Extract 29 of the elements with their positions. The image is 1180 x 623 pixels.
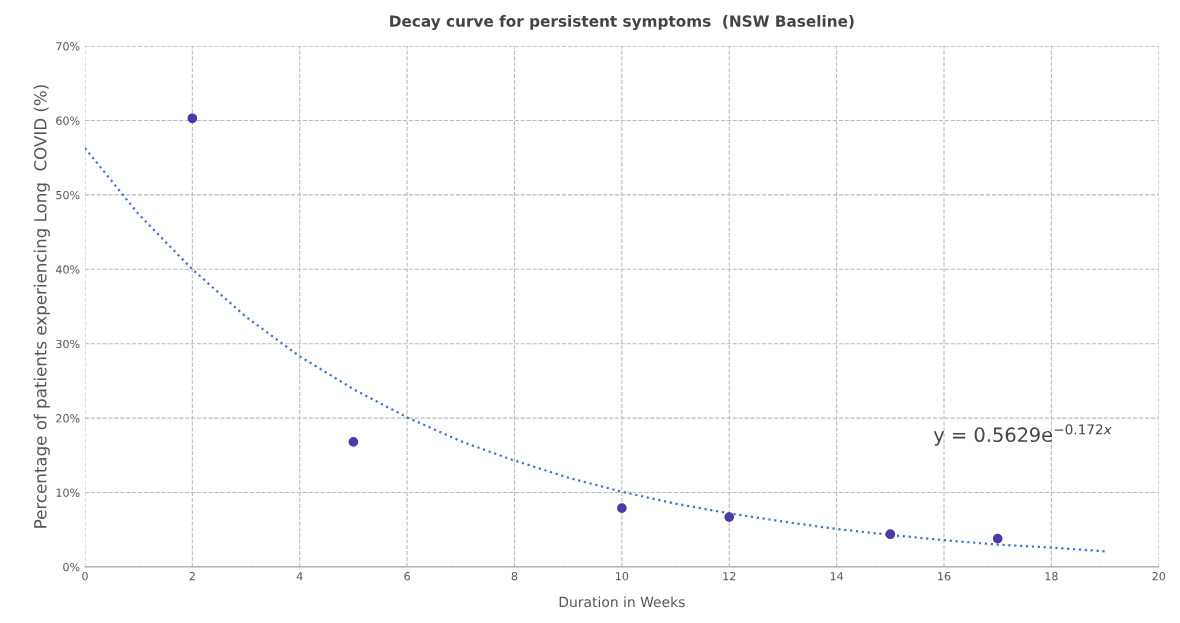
x-tick-label: 12 (723, 571, 736, 581)
y-tick-label: 50% (56, 190, 80, 200)
y-tick-label: 10% (56, 488, 80, 497)
y-tick-label: 0% (63, 562, 80, 572)
y-axis-title: Percentage of patients experiencing Long COVID (%) (33, 85, 50, 528)
x-axis-title: Duration in Weeks (559, 596, 685, 608)
x-tick-label: 2 (189, 571, 195, 581)
y-tick-label: 70% (56, 42, 80, 51)
x-tick-label: 10 (616, 571, 629, 581)
point (187, 113, 198, 124)
y-tick-label: 30% (56, 339, 80, 349)
y-tick-label: 60% (56, 116, 80, 125)
x-tick-label: 0 (82, 571, 88, 581)
chart-title: Decay curve for persistent symptoms (NSW Baseline) (390, 15, 854, 30)
point (616, 503, 627, 514)
x-tick-label: 18 (1045, 571, 1058, 581)
y-tick-label: 20% (56, 414, 80, 423)
x-tick-label: 14 (830, 572, 844, 581)
point (724, 512, 735, 522)
y-tick-label: 40% (55, 265, 80, 274)
point (992, 533, 1003, 544)
annotation: y = 0.5629e$^{−0.172x}$ (933, 424, 1112, 446)
x-tick-label: 8 (511, 571, 518, 581)
x-tick-label: 4 (296, 572, 303, 581)
x-tick-label: 6 (404, 571, 410, 581)
x-tick-label: 16 (938, 571, 951, 581)
point (348, 437, 359, 447)
x-tick-label: 20 (1152, 571, 1166, 581)
point (885, 529, 896, 540)
